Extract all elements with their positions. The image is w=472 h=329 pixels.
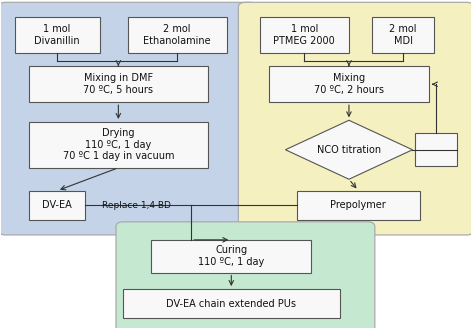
Text: 2 mol
MDI: 2 mol MDI <box>389 24 417 46</box>
Text: Curing
110 ºC, 1 day: Curing 110 ºC, 1 day <box>198 245 264 267</box>
Text: Prepolymer: Prepolymer <box>330 200 386 211</box>
FancyBboxPatch shape <box>152 240 312 273</box>
FancyBboxPatch shape <box>29 191 85 220</box>
FancyBboxPatch shape <box>238 2 472 235</box>
Polygon shape <box>286 120 413 179</box>
FancyBboxPatch shape <box>297 191 420 220</box>
FancyBboxPatch shape <box>415 133 457 166</box>
Text: Drying
110 ºC, 1 day
70 ºC 1 day in vacuum: Drying 110 ºC, 1 day 70 ºC 1 day in vacu… <box>63 128 174 162</box>
FancyBboxPatch shape <box>116 222 375 329</box>
Text: Replace 1,4-BD: Replace 1,4-BD <box>102 201 171 210</box>
Text: NCO titration: NCO titration <box>317 145 381 155</box>
Text: Mixing
70 ºC, 2 hours: Mixing 70 ºC, 2 hours <box>314 73 384 95</box>
FancyBboxPatch shape <box>260 17 349 53</box>
FancyBboxPatch shape <box>128 17 227 53</box>
FancyBboxPatch shape <box>29 122 208 168</box>
FancyBboxPatch shape <box>269 66 429 102</box>
FancyBboxPatch shape <box>15 17 100 53</box>
FancyBboxPatch shape <box>29 66 208 102</box>
Text: DV-EA: DV-EA <box>42 200 72 211</box>
Text: 2 mol
Ethanolamine: 2 mol Ethanolamine <box>143 24 211 46</box>
FancyBboxPatch shape <box>0 2 257 235</box>
Text: Mixing in DMF
70 ºC, 5 hours: Mixing in DMF 70 ºC, 5 hours <box>84 73 153 95</box>
Text: 1 mol
Divanillin: 1 mol Divanillin <box>34 24 80 46</box>
FancyBboxPatch shape <box>123 289 339 318</box>
FancyBboxPatch shape <box>372 17 434 53</box>
Text: 1 mol
PTMEG 2000: 1 mol PTMEG 2000 <box>273 24 335 46</box>
Text: DV-EA chain extended PUs: DV-EA chain extended PUs <box>166 299 296 309</box>
